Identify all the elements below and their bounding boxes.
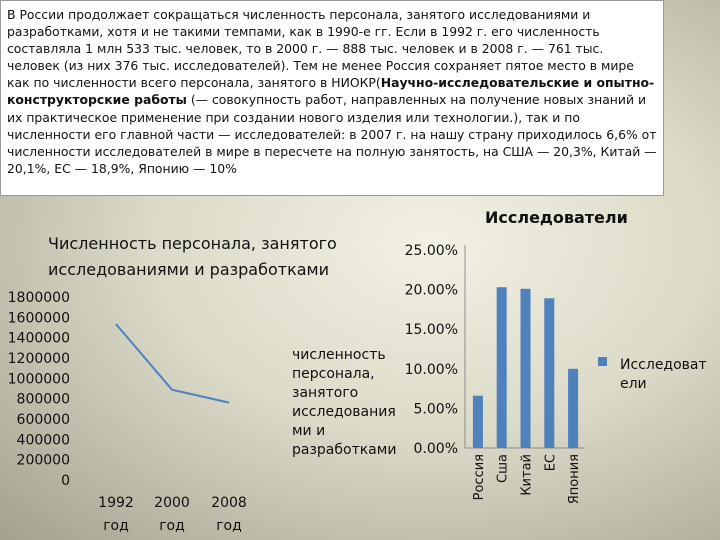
line-chart-x-tick-sublabel: год bbox=[103, 518, 129, 534]
line-chart-y-tick-label: 1600000 bbox=[8, 310, 70, 326]
bar-chart-x-tick-label: Китай bbox=[520, 454, 535, 496]
bar-chart-bar bbox=[544, 298, 555, 448]
line-chart-title-line-1: Численность персонала, занятого bbox=[48, 234, 337, 253]
bar-chart-x-tick-label: ЕС bbox=[543, 454, 558, 471]
bar-chart-y-tick-label: 25.00% bbox=[405, 243, 458, 259]
line-chart-y-tick-label: 1400000 bbox=[8, 331, 70, 347]
bar-chart-legend-text: ели bbox=[620, 376, 647, 392]
bar-chart-legend-text: Исследоват bbox=[620, 357, 707, 373]
line-chart-x-tick-label: 2008 bbox=[211, 495, 247, 511]
bar-chart-y-tick-label: 20.00% bbox=[405, 283, 458, 299]
bar-chart-legend-swatch bbox=[598, 357, 607, 366]
line-chart-y-tick-label: 1800000 bbox=[8, 290, 70, 306]
bar-chart-x-tick-label: Япония bbox=[567, 454, 582, 504]
line-chart-y-tick-label: 600000 bbox=[17, 412, 70, 428]
intro-text: В России продолжает сокращаться численно… bbox=[0, 0, 664, 196]
line-chart-legend-text: разработками bbox=[292, 442, 396, 458]
bar-chart-title: Исследователи bbox=[485, 208, 628, 227]
line-chart-y-tick-label: 0 bbox=[61, 473, 70, 489]
bar-chart-y-tick-label: 15.00% bbox=[405, 322, 458, 338]
bar-chart-y-tick-label: 5.00% bbox=[414, 401, 458, 417]
line-chart-x-tick-sublabel: год bbox=[216, 518, 242, 534]
line-chart-y-tick-label: 1000000 bbox=[8, 371, 70, 387]
line-chart-legend-text: ми и bbox=[292, 423, 325, 439]
line-chart-y-tick-label: 400000 bbox=[17, 432, 70, 448]
line-chart-x-tick-label: 2000 bbox=[154, 495, 190, 511]
bar-chart-y-tick-label: 10.00% bbox=[405, 362, 458, 378]
bar-chart-y-tick-label: 0.00% bbox=[414, 441, 458, 457]
bar-chart-x-tick-label: Сша bbox=[496, 454, 511, 483]
line-chart-legend-text: исследования bbox=[292, 404, 396, 420]
line-chart-x-tick-sublabel: год bbox=[159, 518, 185, 534]
bar-chart-bar bbox=[496, 287, 507, 448]
bar-chart-bar bbox=[520, 288, 531, 448]
line-chart-legend-text: персонала, bbox=[292, 366, 375, 382]
bar-chart-y-axis: 25.00% 20.00% 15.00% 10.00% 5.00% 0.00% bbox=[405, 243, 458, 457]
intro-text-part-1: В России продолжает сокращаться численно… bbox=[7, 7, 634, 91]
line-chart-legend-text: численность bbox=[292, 347, 386, 363]
line-chart-legend-text: занятого bbox=[292, 385, 358, 401]
line-chart: Численность персонала, занятого исследов… bbox=[8, 234, 397, 534]
line-chart-y-axis: 1800000 1600000 1400000 1200000 1000000 80000… bbox=[8, 290, 70, 489]
bar-chart-bar bbox=[568, 368, 579, 448]
intro-text-part-2: (— совокупность работ, направленных на п… bbox=[7, 92, 657, 176]
line-chart-y-tick-label: 800000 bbox=[17, 392, 70, 408]
bar-chart: Исследоват ели 25.00% 20.00% 15.00% 10.00% 5.… bbox=[405, 208, 707, 504]
line-chart-title-line-2: исследованиями и разработками bbox=[48, 260, 329, 279]
bar-chart-bar bbox=[472, 395, 483, 448]
bar-chart-x-axis: Россия Сша Китай ЕС Япония bbox=[472, 454, 582, 504]
line-chart-series-line bbox=[115, 323, 230, 404]
line-chart-x-tick-label: 1992 bbox=[98, 495, 134, 511]
bar-chart-bars bbox=[472, 287, 579, 448]
line-chart-y-tick-label: 1200000 bbox=[8, 351, 70, 367]
bar-chart-x-tick-label: Россия bbox=[472, 454, 487, 500]
intro-text-bold-term: Научно-исследовательские и опытно-констр… bbox=[7, 75, 655, 108]
line-chart-x-axis: 1992 год 2000 год 2008 год bbox=[98, 495, 247, 534]
line-chart-y-tick-label: 200000 bbox=[17, 453, 70, 469]
bar-chart-legend: Исследоват ели bbox=[620, 357, 707, 392]
line-chart-legend: численность персонала, занятого исследовани… bbox=[292, 347, 396, 458]
